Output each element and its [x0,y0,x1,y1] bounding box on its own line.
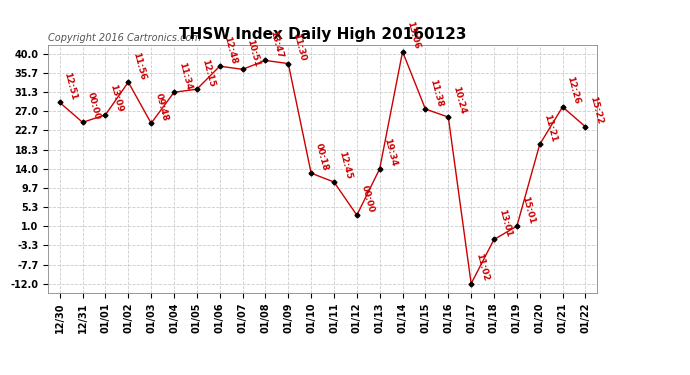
Text: 13:47: 13:47 [268,29,284,59]
Text: 00:00: 00:00 [86,92,101,121]
Text: 13:01: 13:01 [497,208,513,238]
Text: 10:51: 10:51 [246,38,262,68]
Text: 11:38: 11:38 [428,78,444,108]
Text: 09:48: 09:48 [154,92,170,122]
Text: 13:06: 13:06 [405,20,422,50]
Text: 00:18: 00:18 [314,142,330,172]
Text: 12:45: 12:45 [337,150,353,181]
Text: 11:21: 11:21 [542,113,559,143]
Text: 19:34: 19:34 [382,137,399,167]
Title: THSW Index Daily High 20160123: THSW Index Daily High 20160123 [179,27,466,42]
Text: 15:01: 15:01 [520,195,535,225]
Text: 12:15: 12:15 [199,58,216,88]
Text: 11:34: 11:34 [177,61,193,91]
Text: 11:56: 11:56 [131,51,147,81]
Text: 00:00: 00:00 [359,184,375,214]
Text: THSW  (°F): THSW (°F) [604,50,662,60]
Text: 11:02: 11:02 [474,252,490,282]
Text: 12:26: 12:26 [565,75,582,105]
Text: 15:22: 15:22 [588,95,604,125]
Text: 10:24: 10:24 [451,86,467,116]
Text: 12:48: 12:48 [222,35,239,65]
Text: Copyright 2016 Cartronics.com: Copyright 2016 Cartronics.com [48,33,201,42]
Text: 13:09: 13:09 [108,84,124,114]
Text: 11:30: 11:30 [291,32,307,62]
Text: 12:51: 12:51 [63,71,79,101]
